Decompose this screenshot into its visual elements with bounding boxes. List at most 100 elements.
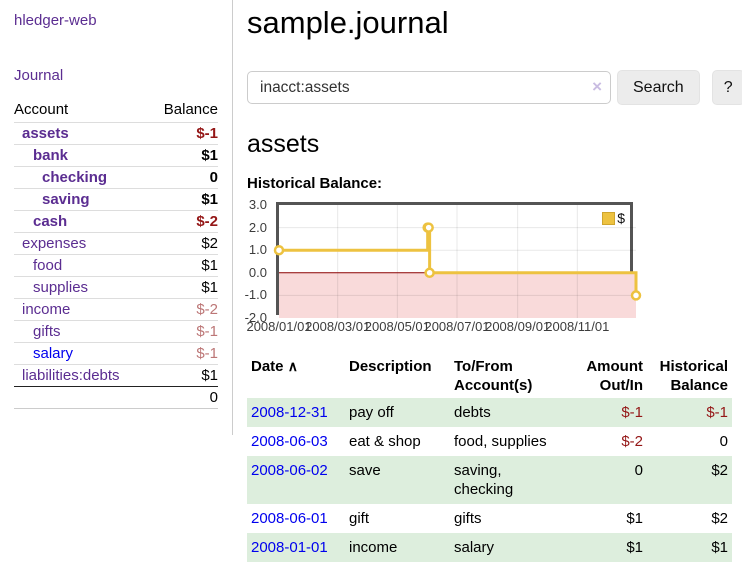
- account-balance: 0: [148, 166, 218, 189]
- account-link-checking[interactable]: checking: [42, 169, 108, 186]
- account-balance: $2: [148, 232, 218, 255]
- transactions-table: Date ∧ Description To/From Account(s) Am…: [247, 354, 732, 562]
- transaction-row: 2008-12-31 pay off debts $-1 $-1: [247, 398, 732, 427]
- transaction-date-link[interactable]: 2008-06-01: [251, 510, 328, 527]
- y-tick-label: 1.0: [248, 242, 267, 258]
- account-balance: $1: [148, 364, 218, 387]
- column-header-balance: Historical Balance: [659, 358, 728, 394]
- y-tick-label: 2.0: [248, 219, 267, 235]
- account-link-saving[interactable]: saving: [42, 191, 90, 208]
- transaction-balance: 0: [719, 433, 728, 450]
- transaction-balance: $1: [711, 539, 728, 556]
- y-tick-label: -1.0: [244, 287, 267, 303]
- account-balance: $1: [148, 254, 218, 277]
- chart-title: Historical Balance:: [247, 175, 383, 192]
- transaction-amount: 0: [634, 462, 643, 479]
- account-link-bank[interactable]: bank: [33, 147, 69, 164]
- account-link-cash[interactable]: cash: [33, 213, 68, 230]
- account-balance: $-1: [148, 320, 218, 343]
- account-link-expenses[interactable]: expenses: [22, 235, 87, 252]
- account-row-income: income $-2: [14, 298, 218, 321]
- accounts-balance-table: Account Balance assets $-1 bank $1 check…: [14, 99, 218, 409]
- transaction-balance: $-1: [706, 404, 728, 421]
- account-link-supplies[interactable]: supplies: [33, 279, 89, 296]
- account-row-liabilities-debts: liabilities:debts $1: [14, 364, 218, 387]
- account-link-income[interactable]: income: [22, 301, 71, 318]
- x-tick-label: 2008/09/01: [485, 319, 551, 334]
- account-row-salary: salary $-1: [14, 342, 218, 365]
- account-row-bank: bank $1: [14, 144, 218, 167]
- transaction-date-link[interactable]: 2008-01-01: [251, 539, 328, 556]
- account-link-assets[interactable]: assets: [22, 125, 69, 142]
- y-tick-label: 0.0: [248, 264, 267, 280]
- account-link-gifts[interactable]: gifts: [33, 323, 61, 340]
- transaction-date-link[interactable]: 2008-12-31: [251, 404, 328, 421]
- column-header-accounts: To/From Account(s): [454, 358, 533, 394]
- y-tick-label: 3.0: [248, 197, 267, 212]
- accounts-total-balance: 0: [148, 386, 218, 409]
- transaction-accounts: food, supplies: [454, 433, 547, 450]
- account-balance: $1: [148, 276, 218, 299]
- transaction-balance: $2: [711, 462, 728, 479]
- account-row-cash: cash $-2: [14, 210, 218, 233]
- x-tick-label: 2008/11/01: [545, 319, 610, 334]
- transactions-header-row: Date ∧ Description To/From Account(s) Am…: [247, 354, 732, 398]
- account-balance: $-1: [148, 342, 218, 365]
- chart-x-axis: 2008/01/01 2008/03/01 2008/05/01 2008/07/01…: [246, 319, 640, 337]
- transaction-description: save: [349, 462, 381, 479]
- date-header-label: Date: [251, 358, 284, 375]
- help-button[interactable]: ?: [711, 70, 742, 105]
- account-balance: $1: [148, 144, 218, 167]
- legend-series-label: $: [617, 210, 625, 226]
- search-input[interactable]: [247, 71, 611, 104]
- account-balance: $1: [148, 188, 218, 211]
- legend-swatch-icon: [602, 211, 616, 225]
- transaction-amount: $1: [626, 539, 643, 556]
- account-row-saving: saving $1: [14, 188, 218, 211]
- accounts-total-row: 0: [14, 386, 218, 409]
- sidebar: hledger-web Journal Account Balance asse…: [0, 0, 233, 435]
- chart-plot-area: 3.0 2.0 1.0 0.0 -1.0 -2.0 $: [245, 197, 642, 325]
- transaction-amount: $-1: [621, 404, 643, 421]
- x-tick-label: 2008/01/01: [246, 319, 312, 334]
- transaction-description: income: [349, 539, 398, 556]
- transaction-description: eat & shop: [349, 433, 421, 450]
- transaction-row: 2008-06-02 save saving, checking 0 $2: [247, 456, 732, 504]
- account-link-liabilities-debts[interactable]: liabilities:debts: [22, 367, 120, 384]
- accounts-header-row: Account Balance: [14, 99, 218, 123]
- column-header-amount: Amount Out/In: [586, 358, 643, 394]
- account-row-assets: assets $-1: [14, 122, 218, 145]
- transaction-date-link[interactable]: 2008-06-03: [251, 433, 328, 450]
- transaction-description: pay off: [349, 404, 394, 421]
- x-tick-label: 2008/03/01: [305, 319, 371, 334]
- transaction-row: 2008-06-03 eat & shop food, supplies $-2…: [247, 427, 732, 456]
- account-row-food: food $1: [14, 254, 218, 277]
- historical-balance-chart: 3.0 2.0 1.0 0.0 -1.0 -2.0 $ 2008/01/01 2008/03…: [245, 197, 642, 337]
- account-balance: $-1: [148, 122, 218, 145]
- sort-ascending-icon: ∧: [287, 358, 298, 374]
- account-row-gifts: gifts $-1: [14, 320, 218, 343]
- chart-legend: $: [601, 210, 626, 226]
- transaction-amount: $-2: [621, 433, 643, 450]
- transaction-description: gift: [349, 510, 370, 527]
- search-button[interactable]: Search: [617, 70, 700, 105]
- account-balance: $-2: [148, 298, 218, 321]
- account-heading: assets: [247, 130, 320, 158]
- transaction-date-link[interactable]: 2008-06-02: [251, 462, 328, 479]
- transaction-accounts: debts: [454, 404, 491, 421]
- column-header-date[interactable]: Date ∧: [247, 354, 345, 398]
- accounts-header-account: Account: [14, 101, 69, 118]
- transaction-balance: $2: [711, 510, 728, 527]
- transaction-amount: $1: [626, 510, 643, 527]
- transaction-accounts: gifts: [454, 510, 482, 527]
- account-link-salary[interactable]: salary: [33, 345, 74, 362]
- clear-search-icon[interactable]: ×: [592, 77, 602, 96]
- x-tick-label: 2008/07/01: [424, 319, 490, 334]
- page: hledger-web Journal Account Balance asse…: [0, 0, 742, 562]
- transaction-accounts: salary: [454, 539, 495, 556]
- app-title-link[interactable]: hledger-web: [14, 12, 97, 29]
- sidebar-item-journal[interactable]: Journal: [14, 67, 64, 84]
- page-title: sample.journal: [247, 5, 449, 40]
- transaction-accounts: saving, checking: [454, 462, 514, 498]
- account-link-food[interactable]: food: [33, 257, 63, 274]
